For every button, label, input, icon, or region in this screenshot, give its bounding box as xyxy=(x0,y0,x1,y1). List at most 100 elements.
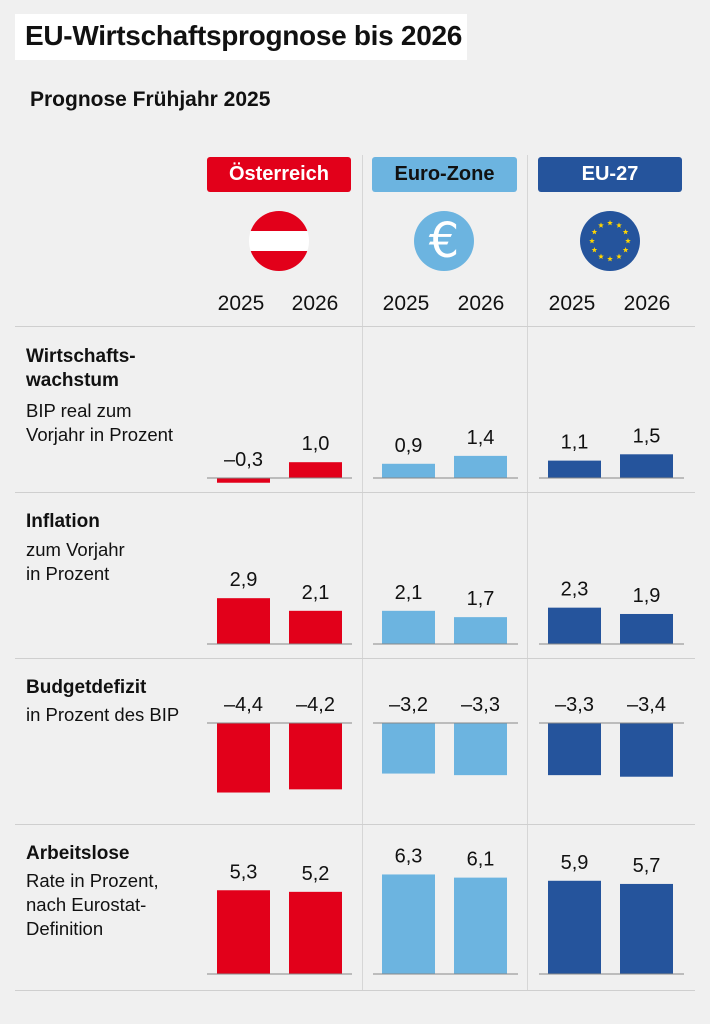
data-label: –4,2 xyxy=(296,694,335,716)
data-label: 1,1 xyxy=(561,432,589,454)
eu-star-icon xyxy=(625,238,631,244)
column-divider xyxy=(362,155,363,990)
row-divider xyxy=(15,824,695,825)
year-label: 2026 xyxy=(457,292,505,315)
row-divider xyxy=(15,326,695,327)
year-label: 2025 xyxy=(382,292,430,315)
eu-star-icon xyxy=(607,256,613,262)
data-label: 0,9 xyxy=(395,435,423,457)
eu-star-icon xyxy=(591,229,598,235)
row-desc-line: BIP real zum xyxy=(26,400,132,421)
badge-label: Österreich xyxy=(228,163,330,185)
badge-label: Euro-Zone xyxy=(394,163,495,185)
data-label: –3,3 xyxy=(555,694,594,716)
data-label: –4,4 xyxy=(224,694,263,716)
data-label: –3,4 xyxy=(627,694,666,716)
data-label: 5,3 xyxy=(230,861,258,883)
bar xyxy=(217,478,270,483)
bar xyxy=(382,610,435,644)
eu-star-icon xyxy=(622,229,629,235)
row-title-unemployment: Arbeitslose xyxy=(26,842,129,866)
row-title-line: Wirtschafts- xyxy=(26,346,136,367)
row-desc-inflation: zum Vorjahr in Prozent xyxy=(26,538,125,586)
data-label: 1,9 xyxy=(633,585,661,607)
badge-oesterreich: Österreich xyxy=(207,157,351,192)
bar xyxy=(217,598,270,644)
row-desc-line: Definition xyxy=(26,918,104,939)
data-label: –0,3 xyxy=(224,449,263,471)
bar xyxy=(548,723,601,776)
eu-star-icon xyxy=(607,220,613,226)
data-label: 5,2 xyxy=(302,863,330,885)
bar xyxy=(454,617,507,644)
row-divider xyxy=(15,658,695,659)
euro-symbol: € xyxy=(428,213,460,269)
data-label: 5,7 xyxy=(633,855,661,877)
bar xyxy=(454,723,507,776)
row-desc-line: Vorjahr in Prozent xyxy=(26,424,174,445)
row-title-growth: Wirtschafts- wachstum xyxy=(26,345,136,393)
year-label: 2026 xyxy=(291,292,339,315)
row-title-deficit: Budgetdefizit xyxy=(26,676,146,700)
data-label: 1,4 xyxy=(467,427,495,449)
bar xyxy=(620,454,673,478)
bar xyxy=(289,891,342,974)
row-divider xyxy=(15,990,695,991)
title-background xyxy=(15,14,467,60)
data-label: 1,5 xyxy=(633,425,661,447)
bar xyxy=(620,613,673,644)
bar xyxy=(217,723,270,793)
bar xyxy=(382,874,435,974)
data-label: 6,1 xyxy=(467,849,495,871)
chart-title: EU-Wirtschaftsprognose bis 2026 xyxy=(25,20,463,51)
eu-star-icon xyxy=(622,247,629,253)
chart-subtitle: Prognose Frühjahr 2025 xyxy=(30,88,271,111)
column-divider xyxy=(527,155,528,990)
data-label: 1,7 xyxy=(467,588,495,610)
row-desc-line: nach Eurostat- xyxy=(26,894,147,915)
badge-euro-zone: Euro-Zone xyxy=(372,157,517,192)
row-desc-line: in Prozent des BIP xyxy=(26,704,180,725)
row-title-line: wachstum xyxy=(26,370,119,391)
bar xyxy=(454,455,507,478)
eu-star-icon xyxy=(598,253,604,260)
data-label: 2,1 xyxy=(302,582,330,604)
bar xyxy=(620,723,673,777)
year-label: 2026 xyxy=(623,292,671,315)
data-label: 1,0 xyxy=(302,433,330,455)
bar xyxy=(382,463,435,478)
eu-star-icon xyxy=(589,238,595,244)
data-label: –3,3 xyxy=(461,694,500,716)
row-desc-unemployment: Rate in Prozent, nach Eurostat- Definiti… xyxy=(26,869,159,941)
data-label: 6,3 xyxy=(395,845,423,867)
austria-flag-icon xyxy=(249,211,309,271)
bar xyxy=(382,723,435,774)
row-title-line: Inflation xyxy=(26,511,100,532)
badge-label: EU-27 xyxy=(581,163,639,185)
bar xyxy=(289,610,342,644)
row-desc-line: in Prozent xyxy=(26,563,110,584)
data-label: 5,9 xyxy=(561,852,589,874)
row-desc-growth: BIP real zum Vorjahr in Prozent xyxy=(26,399,173,447)
data-label: 2,1 xyxy=(395,582,423,604)
year-label: 2025 xyxy=(548,292,596,315)
data-label: 2,3 xyxy=(561,579,589,601)
euro-icon: € xyxy=(414,211,474,271)
row-desc-line: zum Vorjahr xyxy=(26,539,125,560)
data-label: 2,9 xyxy=(230,569,258,591)
row-divider xyxy=(15,492,695,493)
eu-star-icon xyxy=(616,253,622,260)
row-title-line: Arbeitslose xyxy=(26,843,130,864)
row-title-line: Budgetdefizit xyxy=(26,677,147,698)
eu-star-icon xyxy=(598,222,604,228)
badge-eu27: EU-27 xyxy=(538,157,682,192)
bar xyxy=(289,462,342,478)
year-label: 2025 xyxy=(217,292,265,315)
bar xyxy=(217,890,270,974)
eu-flag-icon xyxy=(580,211,640,271)
eu-star-icon xyxy=(616,222,622,228)
bar xyxy=(548,460,601,478)
row-title-inflation: Inflation xyxy=(26,510,100,534)
bar xyxy=(289,723,342,790)
